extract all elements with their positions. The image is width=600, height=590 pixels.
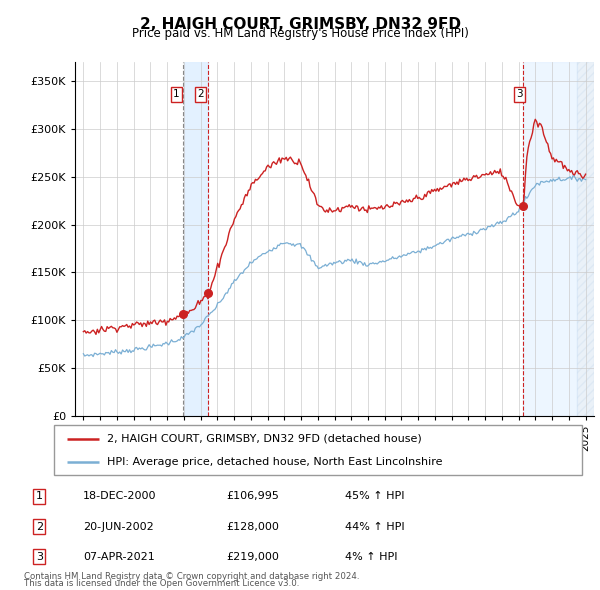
Text: This data is licensed under the Open Government Licence v3.0.: This data is licensed under the Open Gov… xyxy=(24,579,299,588)
Text: 18-DEC-2000: 18-DEC-2000 xyxy=(83,491,157,502)
FancyBboxPatch shape xyxy=(54,425,582,475)
Text: HPI: Average price, detached house, North East Lincolnshire: HPI: Average price, detached house, Nort… xyxy=(107,457,442,467)
Text: 3: 3 xyxy=(36,552,43,562)
Bar xyxy=(184,62,208,416)
Text: 3: 3 xyxy=(516,90,523,100)
Bar xyxy=(577,62,594,416)
Text: 2, HAIGH COURT, GRIMSBY, DN32 9FD: 2, HAIGH COURT, GRIMSBY, DN32 9FD xyxy=(139,17,461,31)
Text: 45% ↑ HPI: 45% ↑ HPI xyxy=(345,491,404,502)
Text: 20-JUN-2002: 20-JUN-2002 xyxy=(83,522,154,532)
Text: 2, HAIGH COURT, GRIMSBY, DN32 9FD (detached house): 2, HAIGH COURT, GRIMSBY, DN32 9FD (detac… xyxy=(107,434,422,444)
Text: 07-APR-2021: 07-APR-2021 xyxy=(83,552,155,562)
Text: Price paid vs. HM Land Registry's House Price Index (HPI): Price paid vs. HM Land Registry's House … xyxy=(131,27,469,40)
Text: 44% ↑ HPI: 44% ↑ HPI xyxy=(345,522,405,532)
Text: £128,000: £128,000 xyxy=(227,522,280,532)
Bar xyxy=(523,62,577,416)
Text: £106,995: £106,995 xyxy=(227,491,280,502)
Text: 2: 2 xyxy=(197,90,204,100)
Text: 2: 2 xyxy=(36,522,43,532)
Text: Contains HM Land Registry data © Crown copyright and database right 2024.: Contains HM Land Registry data © Crown c… xyxy=(24,572,359,581)
Text: £219,000: £219,000 xyxy=(227,552,280,562)
Text: 1: 1 xyxy=(173,90,179,100)
Text: 4% ↑ HPI: 4% ↑ HPI xyxy=(345,552,398,562)
Text: 1: 1 xyxy=(36,491,43,502)
